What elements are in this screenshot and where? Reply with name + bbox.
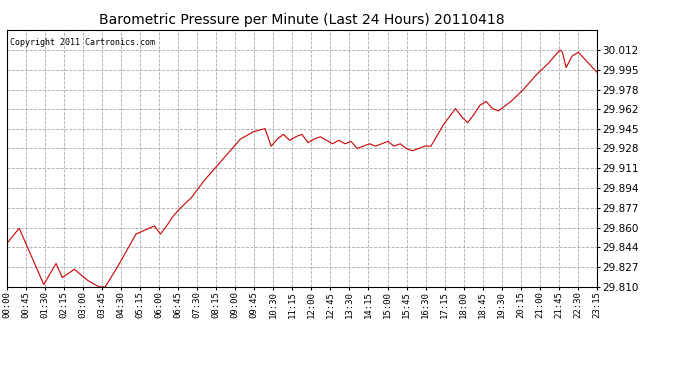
Text: Copyright 2011 Cartronics.com: Copyright 2011 Cartronics.com	[10, 38, 155, 47]
Title: Barometric Pressure per Minute (Last 24 Hours) 20110418: Barometric Pressure per Minute (Last 24 …	[99, 13, 504, 27]
